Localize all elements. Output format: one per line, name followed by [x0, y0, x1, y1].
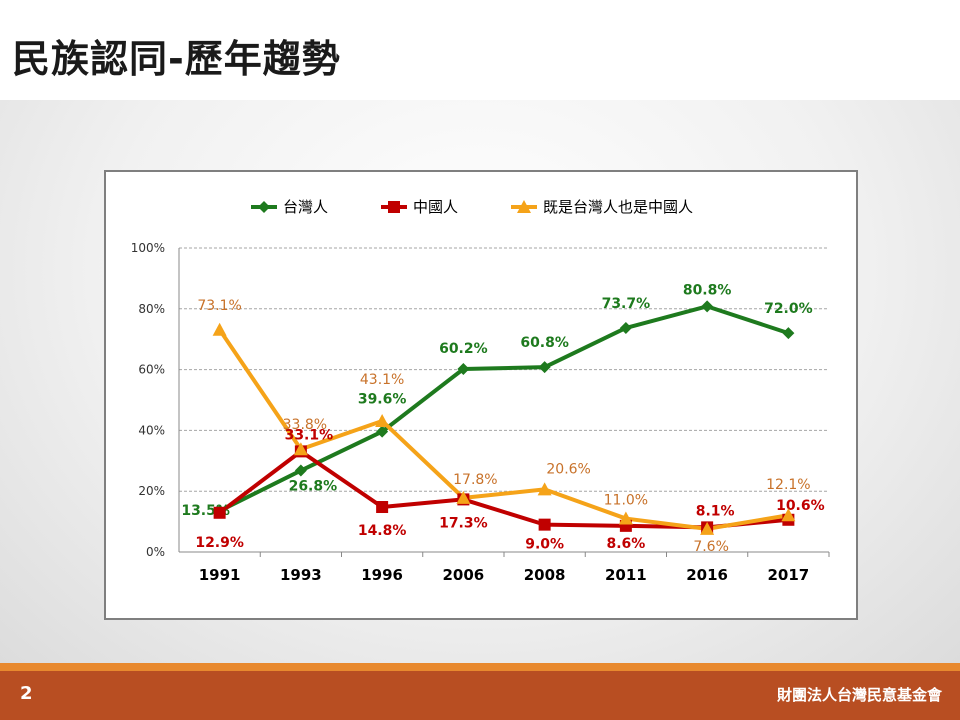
series-line-2 — [217, 328, 789, 531]
data-point — [293, 442, 308, 456]
data-label: 10.6% — [776, 498, 825, 514]
y-tick-label: 40% — [138, 423, 165, 437]
data-label: 73.7% — [602, 296, 651, 312]
data-point — [376, 425, 389, 438]
data-label: 39.6% — [358, 392, 407, 408]
data-point — [213, 506, 226, 519]
data-label: 9.0% — [525, 537, 564, 553]
x-tick-label: 1996 — [361, 566, 403, 584]
data-label: 60.8% — [520, 335, 569, 351]
data-label: 17.8% — [453, 472, 497, 488]
y-tick-label: 20% — [138, 484, 165, 498]
data-label: 8.6% — [606, 536, 645, 552]
x-tick-label: 2008 — [524, 566, 566, 584]
y-tick-label: 100% — [131, 241, 165, 255]
x-tick-label: 2017 — [768, 566, 810, 584]
data-point — [457, 362, 470, 375]
data-point — [619, 321, 632, 334]
x-tick-label: 1991 — [199, 566, 241, 584]
x-tick-label: 1993 — [280, 566, 322, 584]
data-label: 14.8% — [358, 523, 407, 539]
data-label: 12.9% — [195, 535, 244, 551]
series-line-0 — [218, 304, 790, 513]
data-point — [700, 521, 715, 535]
legend-marker — [258, 201, 270, 213]
line-chart: 0% 20% 40% 60% 80% 100% 1991 1993 1996 2006 2008 20… — [131, 198, 830, 584]
data-point — [375, 413, 390, 427]
legend-label: 中國人 — [413, 198, 458, 216]
x-tick-label: 2006 — [443, 566, 485, 584]
data-label: 26.8% — [289, 479, 338, 495]
y-tick-label: 80% — [138, 302, 165, 316]
data-label: 72.0% — [764, 301, 813, 317]
organization-name: 財團法人台灣民意基金會 — [776, 686, 942, 704]
y-tick-label: 0% — [146, 545, 165, 559]
legend-marker — [388, 201, 400, 213]
data-point — [376, 501, 389, 514]
data-label: 12.1% — [766, 477, 810, 493]
data-point — [538, 361, 551, 374]
data-label: 80.8% — [683, 282, 732, 298]
data-label: 20.6% — [546, 461, 590, 477]
data-label: 8.1% — [696, 503, 735, 519]
data-label: 17.3% — [439, 515, 488, 531]
page-number: 2 — [20, 683, 33, 704]
data-label: 60.2% — [439, 341, 488, 357]
legend-label: 既是台灣人也是中國人 — [543, 198, 693, 216]
data-label: 33.8% — [283, 417, 327, 433]
data-label: 73.1% — [197, 298, 241, 314]
data-point — [781, 508, 796, 522]
data-point — [456, 490, 471, 504]
slide-title: 民族認同-歷年趨勢 — [12, 37, 341, 81]
data-point — [618, 511, 633, 525]
data-point — [212, 322, 227, 336]
data-point — [537, 482, 552, 496]
footer-stripe — [0, 663, 960, 671]
data-label: 11.0% — [604, 493, 648, 509]
y-tick-label: 60% — [138, 363, 165, 377]
title-bar: 民族認同-歷年趨勢 — [0, 0, 960, 100]
x-tick-label: 2016 — [686, 566, 728, 584]
legend-label: 台灣人 — [283, 198, 328, 216]
data-label: 43.1% — [360, 372, 404, 388]
data-point — [782, 327, 795, 340]
legend-marker — [517, 200, 531, 213]
data-point — [538, 518, 551, 531]
data-point — [701, 300, 714, 313]
x-tick-label: 2011 — [605, 566, 647, 584]
data-label: 33.1% — [285, 427, 334, 443]
data-point — [294, 464, 307, 477]
footer-bar — [0, 671, 960, 720]
chart-frame: 0% 20% 40% 60% 80% 100% 1991 1993 1996 2006 2008 20… — [104, 170, 858, 620]
data-label: 7.6% — [693, 539, 729, 555]
